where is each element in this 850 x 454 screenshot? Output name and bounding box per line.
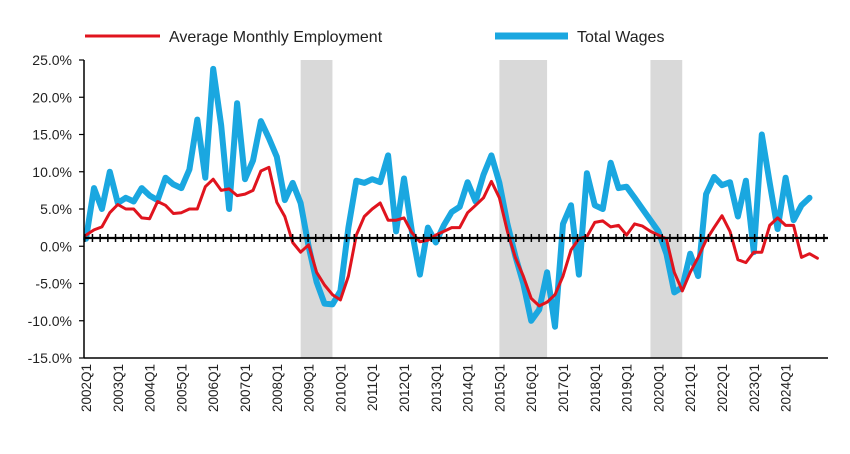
x-tick-label: 2010Q1 <box>333 364 348 412</box>
series-lines <box>83 65 819 330</box>
x-tick-label: 2012Q1 <box>397 364 412 412</box>
y-tick-label: -15.0% <box>28 350 72 366</box>
x-tick-label: 2011Q1 <box>365 364 380 411</box>
x-tick-label: 2017Q1 <box>556 364 571 412</box>
x-tick-label: 2020Q1 <box>651 364 666 412</box>
x-tick-label: 2013Q1 <box>429 364 444 412</box>
x-tick-label: 2006Q1 <box>206 364 221 412</box>
y-tick-label: 15.0% <box>32 127 72 143</box>
recession-shading <box>300 60 683 358</box>
x-tick-label: 2016Q1 <box>524 364 539 412</box>
y-tick-label: 10.0% <box>32 164 72 180</box>
x-tick-label: 2024Q1 <box>779 364 794 412</box>
series-line-wages <box>83 65 813 330</box>
x-tick-label: 2019Q1 <box>620 364 635 412</box>
x-tick-label: 2005Q1 <box>174 364 189 412</box>
y-tick-label: -10.0% <box>28 313 72 329</box>
x-tick-labels: 2002Q1 2003Q1 2004Q1 2005Q1 2006Q1 2007Q1 2008… <box>79 364 794 412</box>
y-tick-label: -5.0% <box>35 276 72 292</box>
y-tick-label: 25.0% <box>32 52 72 68</box>
x-tick-label: 2023Q1 <box>747 364 762 412</box>
y-tick-labels: 25.0% 20.0% 15.0% 10.0% 5.0% 0.0% -5.0% -10.0% -… <box>28 52 84 366</box>
x-tick-label: 2015Q1 <box>492 364 507 412</box>
x-tick-label: 2022Q1 <box>715 364 730 412</box>
x-tick-label: 2004Q1 <box>143 364 158 412</box>
y-tick-label: 0.0% <box>40 238 72 254</box>
x-tick-label: 2021Q1 <box>683 364 698 412</box>
y-tick-label: 5.0% <box>40 201 72 217</box>
x-tick-label: 2018Q1 <box>588 364 603 412</box>
x-tick-label: 2008Q1 <box>270 364 285 412</box>
recession-shade-2 <box>650 60 683 358</box>
series-line-employment <box>84 165 819 308</box>
x-tick-label: 2003Q1 <box>111 364 126 412</box>
x-tick-label: 2014Q1 <box>461 364 476 412</box>
legend-label-wages: Total Wages <box>577 29 664 46</box>
recession-shade-0 <box>300 60 333 358</box>
legend: Average Monthly Employment Total Wages <box>85 29 664 46</box>
x-tick-label: 2002Q1 <box>79 364 94 412</box>
x-tick-label: 2009Q1 <box>302 364 317 412</box>
y-tick-label: 20.0% <box>32 89 72 105</box>
legend-label-employment: Average Monthly Employment <box>169 29 383 46</box>
x-tick-label: 2007Q1 <box>238 364 253 412</box>
